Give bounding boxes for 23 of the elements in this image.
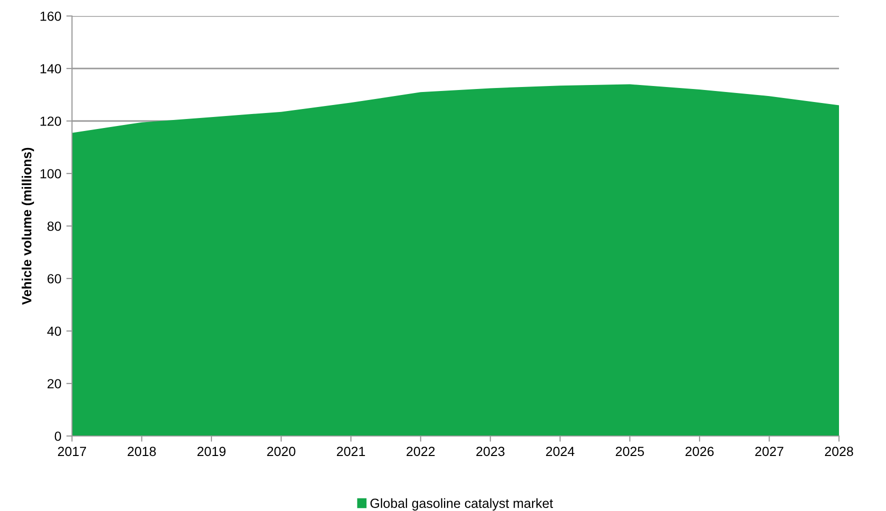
x-tick-label: 2022 xyxy=(406,446,435,456)
x-tick-label: 2018 xyxy=(128,446,156,456)
y-tick-label: 0 xyxy=(54,432,62,441)
x-tick-label: 2021 xyxy=(336,446,365,456)
legend-label: Global gasoline catalyst market xyxy=(370,498,554,511)
x-tick-label: 2026 xyxy=(686,446,714,456)
y-tick-label: 80 xyxy=(47,222,62,231)
x-tick-label: 2028 xyxy=(824,446,854,456)
x-tick-label: 2025 xyxy=(616,446,644,456)
y-tick-label: 120 xyxy=(40,116,62,126)
y-tick-label: 140 xyxy=(40,64,62,74)
x-tick-label: 2023 xyxy=(476,446,504,456)
y-tick-label: 160 xyxy=(40,12,62,21)
y-tick-label: 100 xyxy=(40,169,62,178)
x-tick-label: 2027 xyxy=(755,446,784,456)
y-tick-label: 60 xyxy=(48,274,62,284)
y-axis-title: Vehicle volume (millions) xyxy=(22,148,34,305)
y-tick-label: 40 xyxy=(47,326,62,336)
x-tick-label: 2024 xyxy=(546,446,574,456)
x-tick-label: 2019 xyxy=(197,446,226,456)
x-tick-label: 2020 xyxy=(267,446,296,456)
x-tick-label: 2017 xyxy=(58,446,86,456)
y-tick-label: 20 xyxy=(48,379,62,388)
